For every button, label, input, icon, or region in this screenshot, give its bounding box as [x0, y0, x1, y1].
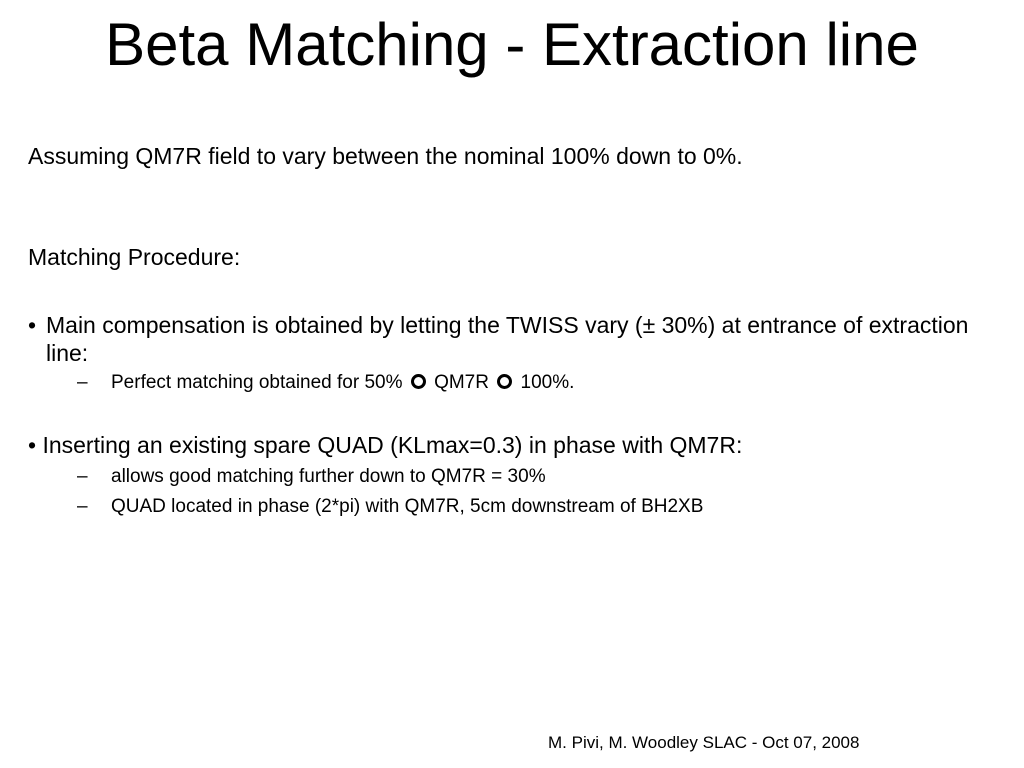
bullet-marker: •	[28, 312, 37, 338]
procedure-heading: Matching Procedure:	[28, 244, 241, 270]
sub-item-marker: –	[77, 496, 88, 517]
bullet-item-main-compensation: • Main compensation is obtained by letti…	[28, 311, 988, 367]
sub-item-text-part: QM7R	[434, 372, 489, 393]
slide-footer: M. Pivi, M. Woodley SLAC - Oct 07, 2008	[548, 733, 860, 752]
ring-icon	[410, 374, 426, 389]
sub-item-text: QUAD located in phase (2*pi) with QM7R, …	[111, 496, 704, 517]
ring-icon	[497, 374, 513, 389]
sub-item-text-part: 100%.	[520, 372, 575, 393]
sub-item-marker: –	[77, 372, 88, 393]
bullet-text: Main compensation is obtained by letting…	[46, 312, 969, 366]
sub-item-text: allows good matching further down to QM7…	[111, 466, 546, 487]
intro-text: Assuming QM7R field to vary between the …	[28, 143, 743, 169]
sub-item-text-part: Perfect matching obtained for 50%	[111, 372, 403, 393]
sub-item-marker: –	[77, 466, 88, 487]
slide-title: Beta Matching - Extraction line	[105, 11, 919, 78]
bullet-item-spare-quad: • Inserting an existing spare QUAD (KLma…	[28, 432, 743, 458]
sub-item-text: Perfect matching obtained for 50% QM7R 1…	[111, 371, 574, 395]
